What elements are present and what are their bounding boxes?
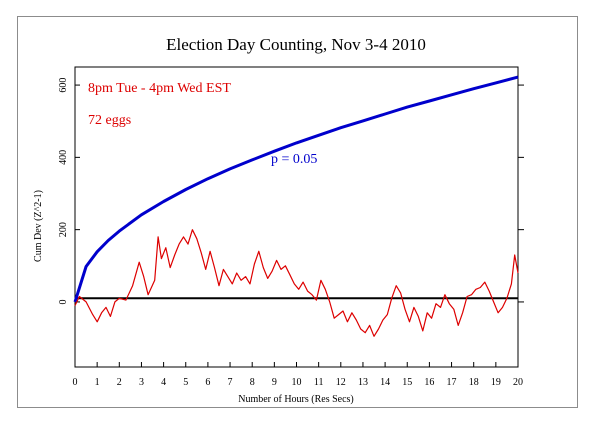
x-tick-label: 13: [358, 377, 368, 388]
x-tick-label: 11: [314, 377, 324, 388]
series-line-p-value-envelope: [73, 75, 519, 303]
x-tick-label: 14: [380, 377, 390, 388]
x-tick-label: 19: [491, 377, 501, 388]
series-layer: [73, 75, 519, 337]
x-axis-ticks: 0 1 2 3 4 5 6 7 8 9 10 11 12 13 14 15 16 17 18 19 20: [73, 362, 523, 388]
x-tick-label: 5: [183, 377, 188, 388]
y-tick-label: 400: [58, 150, 69, 165]
x-tick-label: 10: [292, 377, 302, 388]
x-tick-label: 12: [336, 377, 346, 388]
x-tick-label: 18: [469, 377, 479, 388]
y-tick-label: 200: [58, 222, 69, 237]
x-tick-label: 15: [402, 377, 412, 388]
x-axis-label: Number of Hours (Res Secs): [238, 394, 354, 405]
x-tick-label: 0: [73, 377, 78, 388]
chart-frame: [17, 16, 578, 408]
annotation-egg-count: 72 eggs: [88, 113, 131, 128]
x-tick-label: 4: [161, 377, 166, 388]
x-tick-label: 2: [117, 377, 122, 388]
chart-title: Election Day Counting, Nov 3-4 2010: [166, 35, 426, 54]
x-tick-label: 8: [250, 377, 255, 388]
y-axis-ticks: 0 200 400 600: [58, 78, 524, 304]
x-tick-label: 3: [139, 377, 144, 388]
annotation-time-range: 8pm Tue - 4pm Wed EST: [88, 81, 231, 96]
y-tick-label: 0: [58, 299, 69, 304]
x-tick-label: 9: [272, 377, 277, 388]
x-tick-label: 7: [228, 377, 233, 388]
x-tick-label: 1: [95, 377, 100, 388]
y-axis-label: Cum Dev (Z^2-1): [33, 190, 44, 262]
plot-area: [74, 66, 519, 368]
x-tick-label: 20: [513, 377, 523, 388]
x-tick-label: 17: [447, 377, 457, 388]
x-tick-label: 6: [205, 377, 210, 388]
y-tick-label: 600: [58, 78, 69, 93]
annotation-p-value: p = 0.05: [271, 152, 317, 167]
x-tick-label: 16: [424, 377, 434, 388]
series-line-cumulative-deviation: [74, 229, 519, 337]
